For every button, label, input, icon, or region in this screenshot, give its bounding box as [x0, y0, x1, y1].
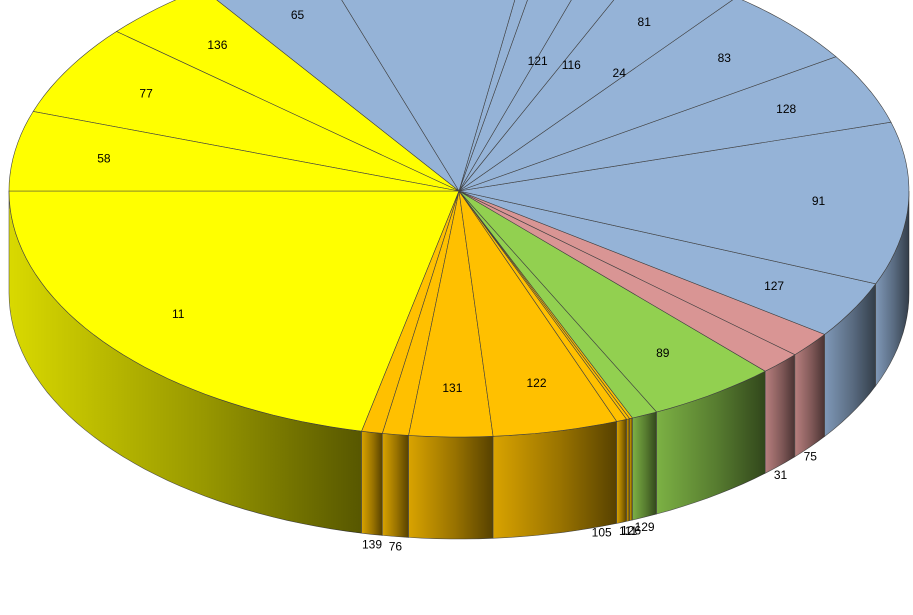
slice-81[interactable] — [458, 0, 736, 192]
slice-side-shade-31 — [765, 354, 795, 474]
slice-69[interactable] — [316, 0, 530, 192]
slice-side-shade-89 — [656, 371, 766, 514]
data-label-121: 121 — [528, 54, 548, 68]
slice-24[interactable] — [458, 0, 641, 192]
data-label-11: 11 — [172, 307, 185, 321]
data-label-128: 128 — [776, 102, 796, 116]
data-label-105: 105 — [592, 525, 612, 539]
slice-side-shade-126 — [629, 418, 633, 521]
data-label-116: 116 — [562, 58, 581, 72]
data-label-69: 69 — [423, 0, 437, 2]
slice-127[interactable] — [458, 190, 877, 335]
slice-136[interactable] — [115, 0, 460, 192]
slice-side-shade-129 — [632, 412, 657, 520]
slice-side-shade-122 — [493, 421, 617, 539]
data-label-136: 136 — [207, 38, 227, 52]
data-label-24: 24 — [613, 66, 627, 80]
data-label-139: 139 — [362, 537, 382, 551]
data-label-89: 89 — [656, 346, 670, 360]
slice-11[interactable] — [8, 190, 460, 432]
slice-side-shade-105 — [616, 419, 627, 524]
data-label-83: 83 — [718, 51, 732, 65]
data-label-129: 129 — [635, 520, 655, 534]
pie-top-faces — [8, 0, 910, 438]
slice-side-shade-75 — [794, 334, 825, 457]
data-label-111: 111 — [619, 524, 638, 538]
data-label-65: 65 — [291, 8, 305, 22]
data-label-76: 76 — [389, 540, 403, 554]
slice-122[interactable] — [458, 190, 618, 437]
data-label-77: 77 — [139, 87, 153, 101]
slice-side-shade-131 — [408, 435, 494, 539]
slice-side-shade-139 — [361, 431, 383, 536]
data-label-91: 91 — [812, 194, 826, 208]
data-label-31: 31 — [774, 468, 788, 482]
data-label-81: 81 — [638, 15, 652, 29]
slice-side-shade-127 — [824, 283, 876, 437]
data-label-131: 131 — [442, 381, 462, 395]
slice-77[interactable] — [32, 31, 460, 192]
slice-128[interactable] — [458, 56, 892, 192]
slice-91[interactable] — [458, 121, 910, 285]
slice-89[interactable] — [458, 190, 766, 413]
data-label-127: 127 — [764, 279, 784, 293]
data-label-58: 58 — [97, 152, 111, 166]
slice-116[interactable] — [458, 0, 597, 192]
slice-83[interactable] — [458, 0, 837, 192]
data-label-126: 126 — [621, 523, 641, 537]
slice-131[interactable] — [408, 190, 494, 438]
data-label-75: 75 — [804, 450, 818, 464]
slice-58[interactable] — [8, 111, 460, 192]
pie-sides — [8, 190, 910, 540]
slice-side-shade-91 — [875, 191, 909, 386]
slice-side-shade-11 — [9, 191, 362, 534]
data-label-122: 122 — [526, 376, 546, 390]
slice-side-shade-111 — [626, 418, 630, 522]
slice-side-shade-76 — [382, 433, 409, 538]
